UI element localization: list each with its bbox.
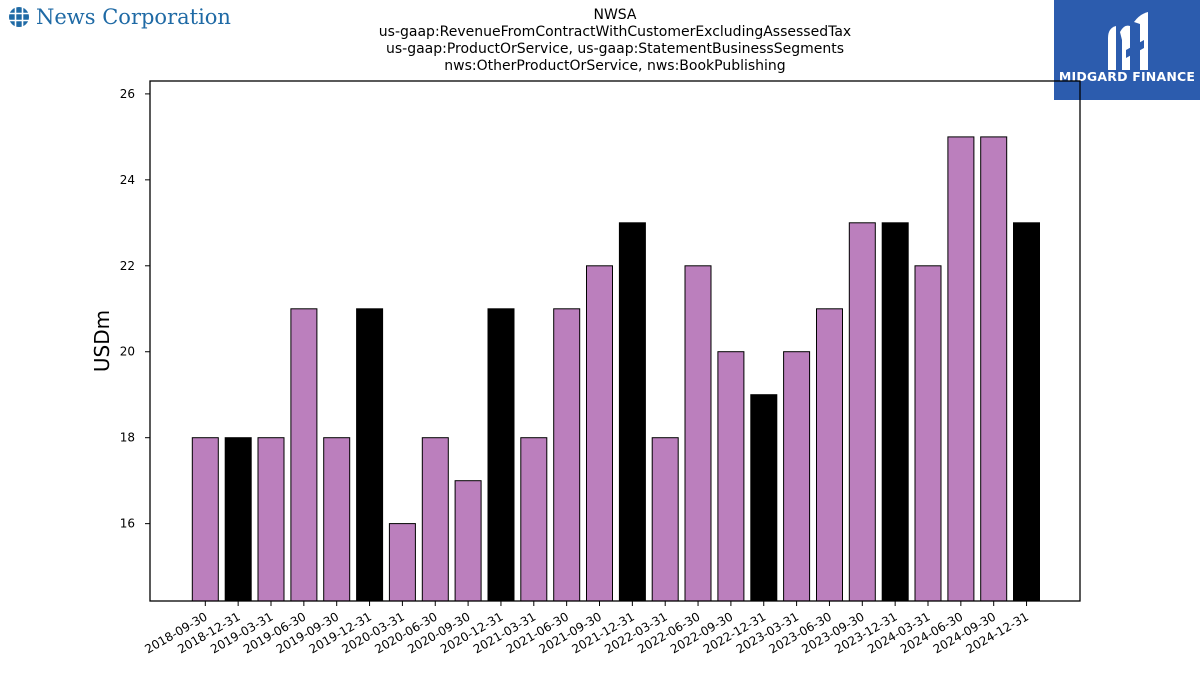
y-tick-label: 22	[120, 259, 135, 273]
chart-title-line-2: us-gaap:RevenueFromContractWithCustomerE…	[378, 24, 852, 40]
bar	[323, 437, 351, 602]
globe-grid-icon	[8, 6, 30, 28]
y-axis-label: USDm	[90, 310, 114, 372]
company-logo: News Corporation	[8, 5, 231, 29]
chart-title: NWSA us-gaap:RevenueFromContractWithCust…	[300, 7, 930, 75]
chart-title-line-3: us-gaap:ProductOrService, us-gaap:Statem…	[385, 41, 844, 57]
bar	[947, 136, 975, 602]
bar	[1013, 222, 1040, 602]
bar	[421, 437, 449, 602]
y-tick-label: 18	[120, 431, 135, 445]
bar	[618, 222, 646, 602]
bar	[684, 265, 712, 602]
company-name: News Corporation	[36, 5, 231, 29]
bar	[848, 222, 876, 602]
brand-name: MIDGARD FINANCE	[1058, 69, 1196, 84]
bar	[881, 222, 909, 602]
bar	[586, 265, 613, 602]
bar	[783, 351, 811, 602]
bar	[651, 437, 679, 602]
bar	[454, 480, 482, 602]
bar	[914, 265, 942, 602]
bar	[191, 437, 219, 602]
midgard-logo-icon	[1104, 10, 1150, 74]
bar	[388, 523, 416, 602]
bar	[290, 308, 318, 602]
chart-title-line-1: NWSA	[593, 7, 637, 23]
brand-badge: MIDGARD FINANCE	[1054, 0, 1200, 100]
bar	[750, 394, 778, 602]
bar	[816, 308, 843, 602]
bar	[356, 308, 384, 602]
bar	[520, 437, 548, 602]
bar	[553, 308, 581, 602]
plot-frame	[149, 80, 1081, 602]
y-tick-label: 16	[120, 517, 135, 531]
y-tick-label: 24	[120, 173, 135, 187]
bar	[257, 437, 285, 602]
y-tick-label: 20	[120, 345, 135, 359]
bar	[487, 308, 515, 602]
bar	[224, 437, 252, 602]
bar	[717, 351, 745, 602]
y-tick-label: 26	[120, 87, 135, 101]
chart-title-line-4: nws:OtherProductOrService, nws:BookPubli…	[444, 58, 786, 74]
bar	[980, 136, 1008, 602]
